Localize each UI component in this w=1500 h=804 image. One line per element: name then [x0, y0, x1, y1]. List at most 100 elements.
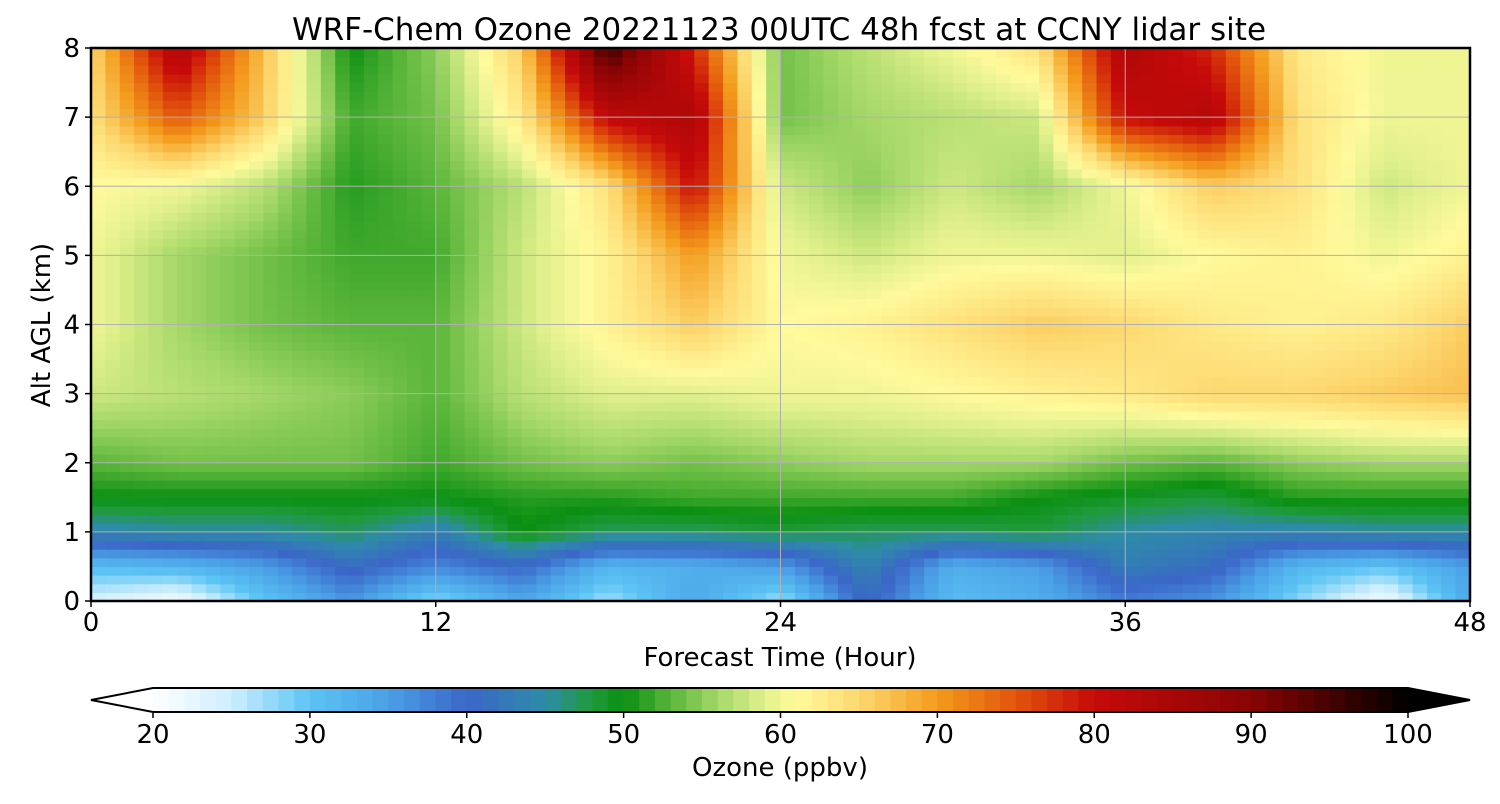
heatmap-cell	[363, 557, 379, 568]
heatmap-cell	[1067, 445, 1083, 455]
heatmap-cell	[723, 557, 738, 568]
heatmap-cell	[895, 324, 911, 334]
heatmap-cell	[952, 445, 968, 455]
heatmap-cell	[622, 454, 638, 464]
heatmap-cell	[464, 341, 480, 352]
heatmap-cell	[1082, 160, 1098, 170]
heatmap-cell	[205, 583, 221, 593]
heatmap-cell	[895, 151, 911, 161]
heatmap-cell	[780, 419, 796, 429]
heatmap-cell	[306, 583, 322, 593]
heatmap-cell	[105, 307, 121, 317]
heatmap-cell	[1125, 160, 1141, 170]
heatmap-cell	[593, 488, 609, 498]
heatmap-cell	[852, 238, 868, 248]
heatmap-cell	[1168, 514, 1184, 524]
heatmap-cell	[866, 428, 882, 438]
heatmap-cell	[1125, 575, 1141, 585]
heatmap-cell	[349, 592, 365, 602]
heatmap-cell	[1067, 160, 1083, 170]
heatmap-cell	[464, 333, 480, 343]
heatmap-cell	[119, 592, 135, 602]
heatmap-cell	[507, 393, 523, 403]
heatmap-cell	[134, 255, 150, 265]
heatmap-cell	[1110, 592, 1126, 602]
heatmap-cell	[608, 367, 624, 377]
heatmap-cell	[636, 471, 652, 481]
heatmap-cell	[234, 454, 250, 464]
heatmap-cell	[809, 428, 825, 438]
heatmap-cell	[981, 315, 997, 326]
heatmap-cell	[507, 410, 523, 421]
heatmap-cell	[981, 462, 997, 472]
heatmap-cell	[723, 393, 738, 403]
heatmap-cell	[1254, 281, 1270, 291]
heatmap-cell	[493, 480, 509, 490]
heatmap-cell	[723, 264, 738, 274]
heatmap-cell	[1383, 428, 1399, 438]
heatmap-cell	[1125, 566, 1141, 576]
heatmap-cell	[1398, 177, 1414, 187]
heatmap-cell	[565, 281, 580, 291]
heatmap-cell	[263, 540, 279, 550]
heatmap-cell	[1412, 514, 1428, 524]
heatmap-cell	[679, 281, 695, 291]
heatmap-cell	[1125, 151, 1141, 161]
heatmap-cell	[421, 575, 437, 585]
heatmap-cell	[1441, 272, 1457, 282]
heatmap-cell	[91, 540, 106, 550]
heatmap-cell	[1254, 151, 1270, 161]
heatmap-cell	[349, 203, 365, 213]
heatmap-cell	[407, 220, 422, 231]
heatmap-cell	[751, 220, 767, 231]
heatmap-cell	[105, 168, 121, 179]
heatmap-cell	[1311, 462, 1327, 472]
heatmap-cell	[823, 350, 839, 360]
heatmap-cell	[421, 393, 437, 403]
heatmap-cell	[234, 289, 250, 300]
heatmap-cell	[292, 151, 308, 161]
heatmap-cell	[636, 341, 652, 352]
heatmap-cell	[306, 402, 322, 412]
heatmap-cell	[1182, 220, 1198, 231]
heatmap-cell	[665, 203, 681, 213]
heatmap-cell	[881, 540, 897, 550]
heatmap-cell	[450, 384, 466, 395]
heatmap-cell	[794, 272, 810, 282]
heatmap-cell	[809, 566, 825, 576]
heatmap-cell	[938, 272, 954, 282]
heatmap-cell	[1412, 212, 1428, 222]
heatmap-cell	[1398, 540, 1414, 550]
heatmap-cell	[1053, 540, 1069, 550]
heatmap-cell	[349, 488, 365, 498]
heatmap-cell	[550, 246, 566, 256]
heatmap-cell	[1369, 298, 1385, 308]
heatmap-cell	[1110, 557, 1126, 568]
heatmap-cell	[263, 324, 279, 334]
heatmap-cell	[651, 298, 667, 308]
heatmap-cell	[1139, 315, 1155, 326]
heatmap-cell	[1110, 194, 1126, 205]
heatmap-cell	[105, 402, 121, 412]
heatmap-cell	[1283, 384, 1299, 395]
heatmap-cell	[119, 160, 135, 170]
heatmap-cell	[981, 238, 997, 248]
heatmap-cell	[708, 341, 724, 352]
heatmap-cell	[636, 462, 652, 472]
heatmap-cell	[421, 298, 437, 308]
heatmap-cell	[435, 592, 451, 602]
heatmap-cell	[1082, 203, 1098, 213]
heatmap-cell	[277, 341, 293, 352]
heatmap-cell	[205, 341, 221, 352]
heatmap-cell	[809, 341, 825, 352]
heatmap-cell	[895, 212, 911, 222]
heatmap-cell	[134, 341, 150, 352]
heatmap-cell	[1326, 471, 1342, 481]
heatmap-cell	[737, 454, 753, 464]
heatmap-cell	[550, 341, 566, 352]
heatmap-cell	[421, 238, 437, 248]
heatmap-cell	[536, 212, 552, 222]
heatmap-cell	[378, 480, 394, 490]
heatmap-cell	[148, 324, 164, 334]
heatmap-cell	[1311, 514, 1327, 524]
